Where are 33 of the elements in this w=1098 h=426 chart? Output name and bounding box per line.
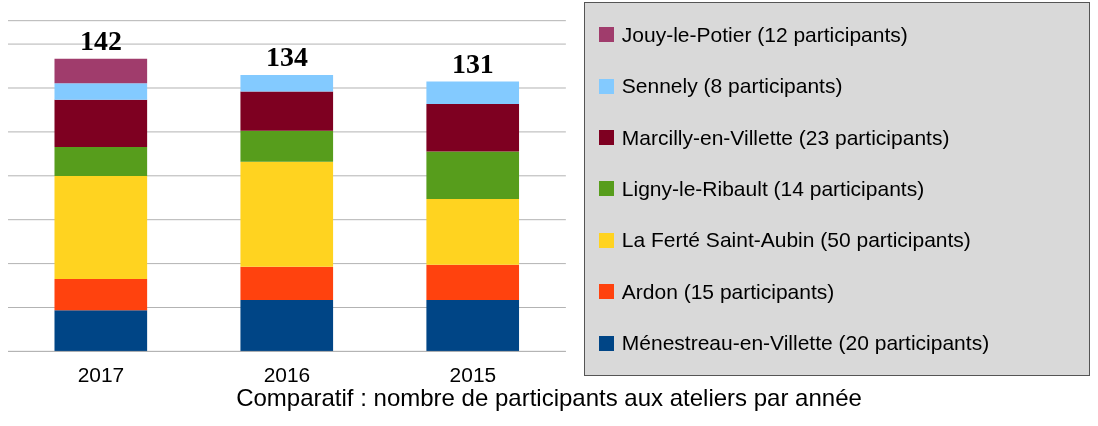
- text: Comparatif : nombre de participants aux ateliers par année: [236, 384, 862, 411]
- bar: [240, 91, 334, 131]
- bar: [54, 99, 148, 148]
- bar: [240, 161, 334, 267]
- bar: [54, 310, 148, 352]
- annotation: 142: [80, 24, 122, 56]
- bar: [426, 198, 520, 265]
- bar: [426, 81, 520, 105]
- legend-label: Ligny-le-Ribault (14 participants): [621, 176, 925, 201]
- legend-label: Jouy-le-Potier (12 participants): [621, 22, 908, 47]
- legend-label: Ménestreau-en-Villette (20 participants): [621, 331, 990, 356]
- annotation: 134: [266, 41, 308, 73]
- bar: [54, 176, 148, 280]
- legend-label: La Ferté Saint-Aubin (50 participants): [621, 228, 971, 253]
- bar: [240, 130, 334, 162]
- x-tick-label: 2015: [449, 363, 497, 387]
- bar: [240, 299, 334, 352]
- x-tick-label: 2017: [77, 363, 125, 387]
- bar: [426, 264, 520, 300]
- annotation: 131: [451, 47, 494, 79]
- legend-label: Marcilly-en-Villette (23 participants): [621, 125, 950, 150]
- bar: [54, 147, 148, 177]
- bar: [426, 151, 520, 199]
- legend-label: Ardon (15 participants): [621, 279, 835, 304]
- bar: [426, 299, 520, 352]
- bar: [426, 104, 520, 152]
- bar: [54, 58, 148, 84]
- legend-label: Sennely (8 participants): [621, 74, 843, 99]
- x-tick-label: 2016: [263, 363, 311, 387]
- bar: [54, 83, 148, 100]
- bar: [240, 75, 334, 92]
- bar: [240, 266, 334, 300]
- bar: [54, 279, 148, 311]
